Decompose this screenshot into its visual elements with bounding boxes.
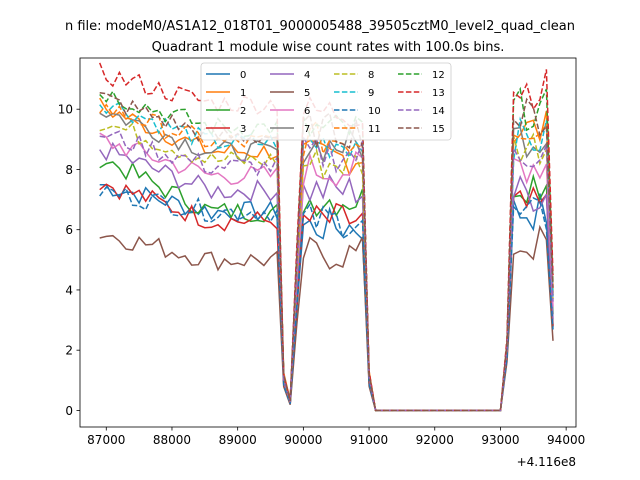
legend-label-5: 5 <box>304 88 310 99</box>
legend-label-11: 11 <box>368 124 381 135</box>
legend-label-1: 1 <box>240 88 246 99</box>
legend-label-10: 10 <box>368 106 381 117</box>
legend-label-0: 0 <box>240 70 246 81</box>
y-tick-label: 4 <box>65 283 73 297</box>
chart-title: Quadrant 1 module wise count rates with … <box>152 40 505 55</box>
legend-label-6: 6 <box>304 106 310 117</box>
x-tick-label: 94000 <box>547 433 585 447</box>
figure-suptitle: n file: modeM0/AS1A12_018T01_9000005488_… <box>65 19 575 34</box>
series-lines <box>99 62 554 412</box>
legend-label-9: 9 <box>368 88 374 99</box>
legend-label-4: 4 <box>304 70 310 81</box>
y-tick-label: 8 <box>65 163 73 177</box>
x-offset-label: +4.116e8 <box>517 455 576 469</box>
y-tick-label: 0 <box>65 404 73 418</box>
series-line-14 <box>99 130 554 412</box>
legend-label-14: 14 <box>432 106 445 117</box>
x-tick-label: 92000 <box>416 433 454 447</box>
axes: 87000 88000 89000 90000 91000 92000 93000 94000… <box>58 57 585 447</box>
legend-label-2: 2 <box>240 106 246 117</box>
y-tick-label: 2 <box>65 344 73 358</box>
legend-label-3: 3 <box>240 124 246 135</box>
x-tick-label: 90000 <box>284 433 322 447</box>
legend-label-12: 12 <box>432 70 445 81</box>
legend-label-8: 8 <box>368 70 374 81</box>
x-tick-label: 91000 <box>350 433 388 447</box>
legend-label-13: 13 <box>432 88 445 99</box>
legend-box <box>200 62 452 141</box>
x-tick-label: 88000 <box>153 433 191 447</box>
axes-frame <box>79 57 577 428</box>
legend-label-7: 7 <box>304 124 310 135</box>
x-tick-label: 87000 <box>87 433 125 447</box>
x-tick-label: 89000 <box>219 433 257 447</box>
legend-label-15: 15 <box>432 124 445 135</box>
y-tick-label: 6 <box>65 223 73 237</box>
y-tick-label: 10 <box>58 103 73 117</box>
x-tick-label: 93000 <box>481 433 519 447</box>
